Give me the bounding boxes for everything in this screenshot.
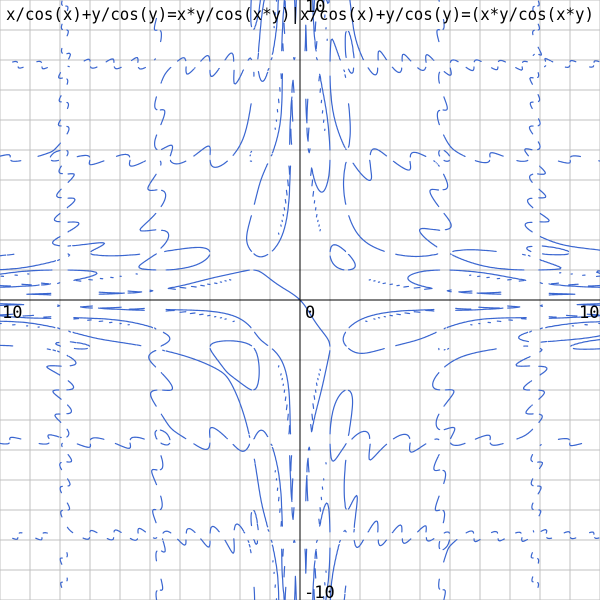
x-origin-tick-label: 0 xyxy=(305,303,315,323)
x-max-tick-label: 10 xyxy=(579,303,599,323)
y-max-tick-label: 10 xyxy=(305,0,325,17)
y-min-tick-label: -10 xyxy=(304,583,335,600)
x-min-tick-label: 10 xyxy=(2,303,22,323)
chart-title: x/cos(x)+y/cos(y)=x*y/cos(x*y)|x/cos(x)+… xyxy=(6,5,594,25)
